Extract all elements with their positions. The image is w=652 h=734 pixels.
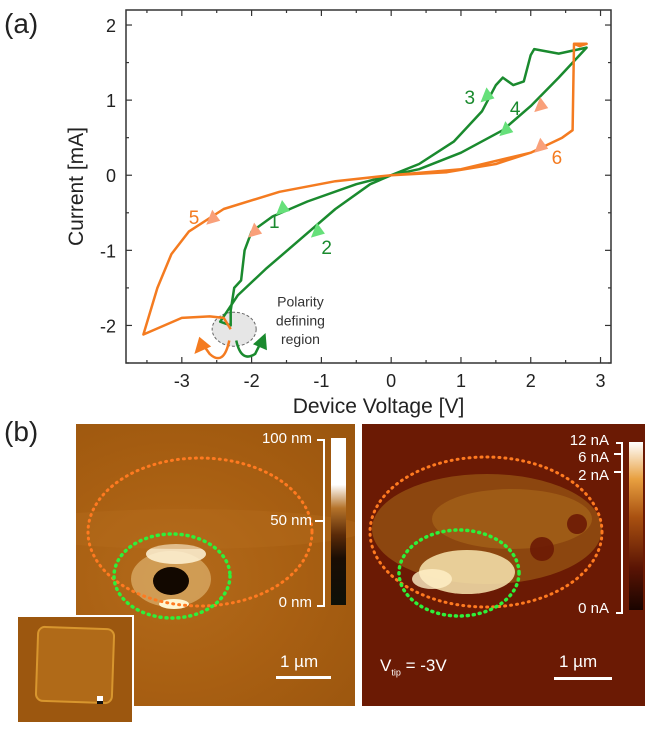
- current-label-0: 0 nA: [578, 600, 609, 617]
- direction-arrow-3: [480, 87, 495, 103]
- plot-frame: [125, 9, 612, 364]
- inset-defect: [97, 696, 103, 704]
- afm-inset-image: [16, 615, 134, 724]
- topography-colorbar: [331, 438, 346, 605]
- vtip-main: V: [380, 656, 392, 675]
- x-tick-label: -2: [244, 371, 260, 391]
- afm-current-image: 12 nA 6 nA 2 nA 0 nA Vtip = -3V 1 µm: [362, 424, 645, 706]
- green-curved-arrow: [235, 340, 262, 358]
- x-tick-label: -1: [313, 371, 329, 391]
- sweep-label-3: 3: [464, 88, 475, 109]
- x-tick-label: 2: [526, 371, 536, 391]
- topo-mid-tick: [315, 520, 323, 522]
- panel-b-label: (b): [4, 416, 39, 447]
- current-tick-2: [614, 471, 621, 473]
- sweep-label-6: 6: [552, 148, 563, 169]
- polarity-annotation: region: [281, 331, 320, 347]
- polarity-region-ellipse: [211, 311, 257, 347]
- sweep-label-1: 1: [269, 212, 280, 233]
- current-scalebar-label: 1 µm: [559, 652, 598, 671]
- green-arrowhead: [253, 332, 267, 351]
- y-axis-label: Current [mA]: [65, 127, 88, 246]
- topography-features: [76, 456, 355, 620]
- y-tick-label: -2: [100, 316, 116, 336]
- current-label-6: 6 nA: [578, 449, 609, 466]
- orange-curved-arrow: [201, 340, 231, 360]
- current-tick-6: [614, 453, 621, 455]
- iv-hysteresis-chart: -3 -2 -1 0 1 2 3 -2 -1 0 1 2 Device Voltage [V] Curre…: [65, 9, 612, 418]
- current-colorbar: [629, 442, 643, 610]
- direction-arrow-6: [534, 137, 549, 153]
- current-scalebar: [554, 677, 612, 680]
- sweep-label-5: 5: [189, 208, 200, 229]
- topo-scalebar: [276, 676, 331, 679]
- x-tick-label: 3: [596, 371, 606, 391]
- x-tick-label: 1: [456, 371, 466, 391]
- current-bracket: [616, 442, 623, 614]
- outer-dotted-ellipse: [368, 455, 604, 609]
- series-line-orange-sweep: [142, 42, 588, 336]
- orange-arrowhead: [194, 336, 212, 354]
- sweep-label-2: 2: [321, 238, 332, 259]
- direction-arrow-extra-6: [534, 97, 549, 113]
- topography-bracket: [317, 439, 325, 607]
- y-tick-label: -1: [100, 241, 116, 261]
- sweep-label-4: 4: [510, 99, 521, 120]
- current-label-2: 2 nA: [578, 467, 609, 484]
- inner-dotted-ellipse: [397, 528, 521, 618]
- direction-arrow-4: [499, 121, 514, 137]
- direction-arrow-2: [310, 222, 325, 238]
- y-tick-label: 2: [106, 16, 116, 36]
- y-tick-label: 1: [106, 91, 116, 111]
- polarity-annotation: defining: [276, 312, 325, 328]
- topo-label-0: 0 nm: [278, 594, 312, 611]
- topo-label-100: 100 nm: [261, 430, 312, 447]
- vtip-sub: tip: [391, 667, 401, 678]
- current-features: [368, 455, 604, 618]
- topo-label-50: 50 nm: [270, 512, 312, 529]
- x-tick-label: -3: [174, 371, 190, 391]
- direction-arrow-extra-7: [248, 222, 263, 238]
- series-line-green-sweep: [218, 46, 588, 327]
- x-axis-label: Device Voltage [V]: [293, 395, 465, 418]
- outer-dotted-ellipse: [86, 456, 314, 608]
- x-tick-label: 0: [386, 371, 396, 391]
- y-tick-label: 0: [106, 166, 116, 186]
- inset-pad: [34, 625, 116, 705]
- vtip-label: Vtip = -3V: [380, 656, 447, 677]
- vtip-value: = -3V: [400, 656, 447, 675]
- inner-dotted-ellipse: [112, 532, 232, 620]
- direction-arrow-1: [276, 200, 291, 216]
- topo-scalebar-label: 1 µm: [280, 652, 319, 671]
- polarity-annotation: Polarity: [277, 294, 324, 310]
- direction-arrow-5: [206, 209, 221, 225]
- panel-a-label: (a): [4, 8, 39, 39]
- current-label-12: 12 nA: [569, 432, 609, 449]
